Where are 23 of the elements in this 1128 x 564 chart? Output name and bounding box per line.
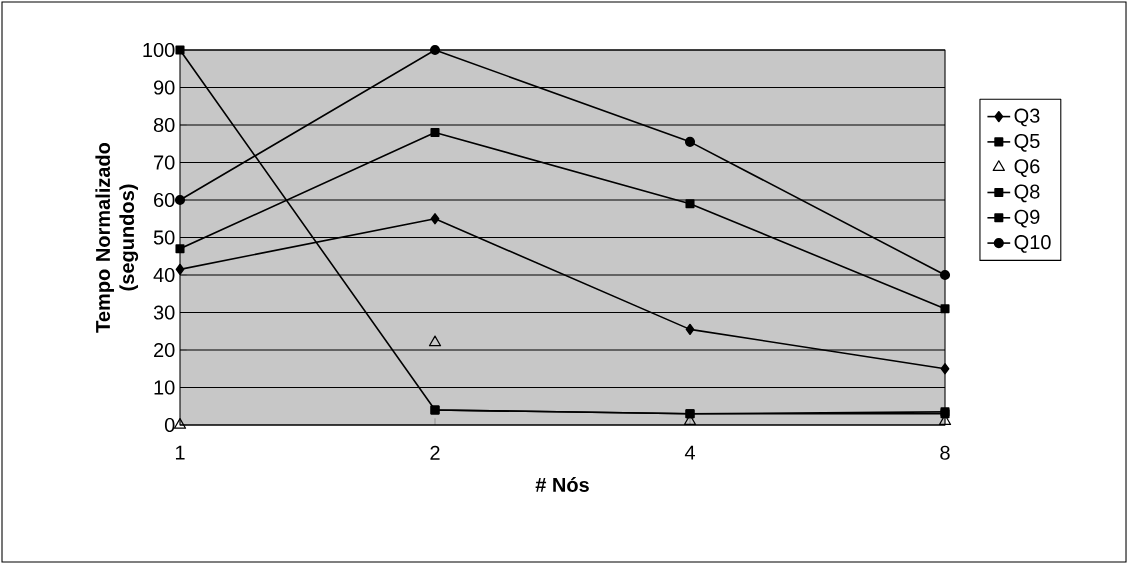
y-tick-label: 80	[153, 117, 175, 133]
x-tick-label: 1	[175, 445, 185, 460]
y-axis-title: Tempo Normalizado (segundos)	[95, 142, 139, 333]
x-axis-title: # Nós	[535, 477, 589, 492]
y-tick-label: 70	[154, 155, 175, 170]
y-tick-label: 20	[154, 342, 175, 358]
y-tick-label: 60	[154, 192, 175, 208]
y-tick-label: 50	[153, 230, 175, 245]
legend-label: Q8	[1014, 184, 1040, 203]
legend-label: Q6	[1014, 159, 1040, 177]
y-tick-label: 40	[153, 267, 175, 283]
x-tick-label: 4	[684, 445, 695, 460]
legend-label: Q10	[1014, 235, 1051, 253]
legend-label: Q5	[1014, 133, 1040, 152]
legend-label: Q3	[1014, 108, 1040, 127]
y-tick-label: 100	[143, 42, 175, 58]
y-tick-label: 90	[153, 80, 175, 95]
y-tick-label: 10	[154, 380, 175, 395]
legend-label: Q9	[1014, 209, 1040, 228]
y-tick-label: 0	[164, 417, 175, 433]
x-tick-label: 8	[940, 445, 950, 460]
x-tick-label: 2	[430, 445, 440, 460]
y-tick-label: 30	[153, 305, 175, 320]
